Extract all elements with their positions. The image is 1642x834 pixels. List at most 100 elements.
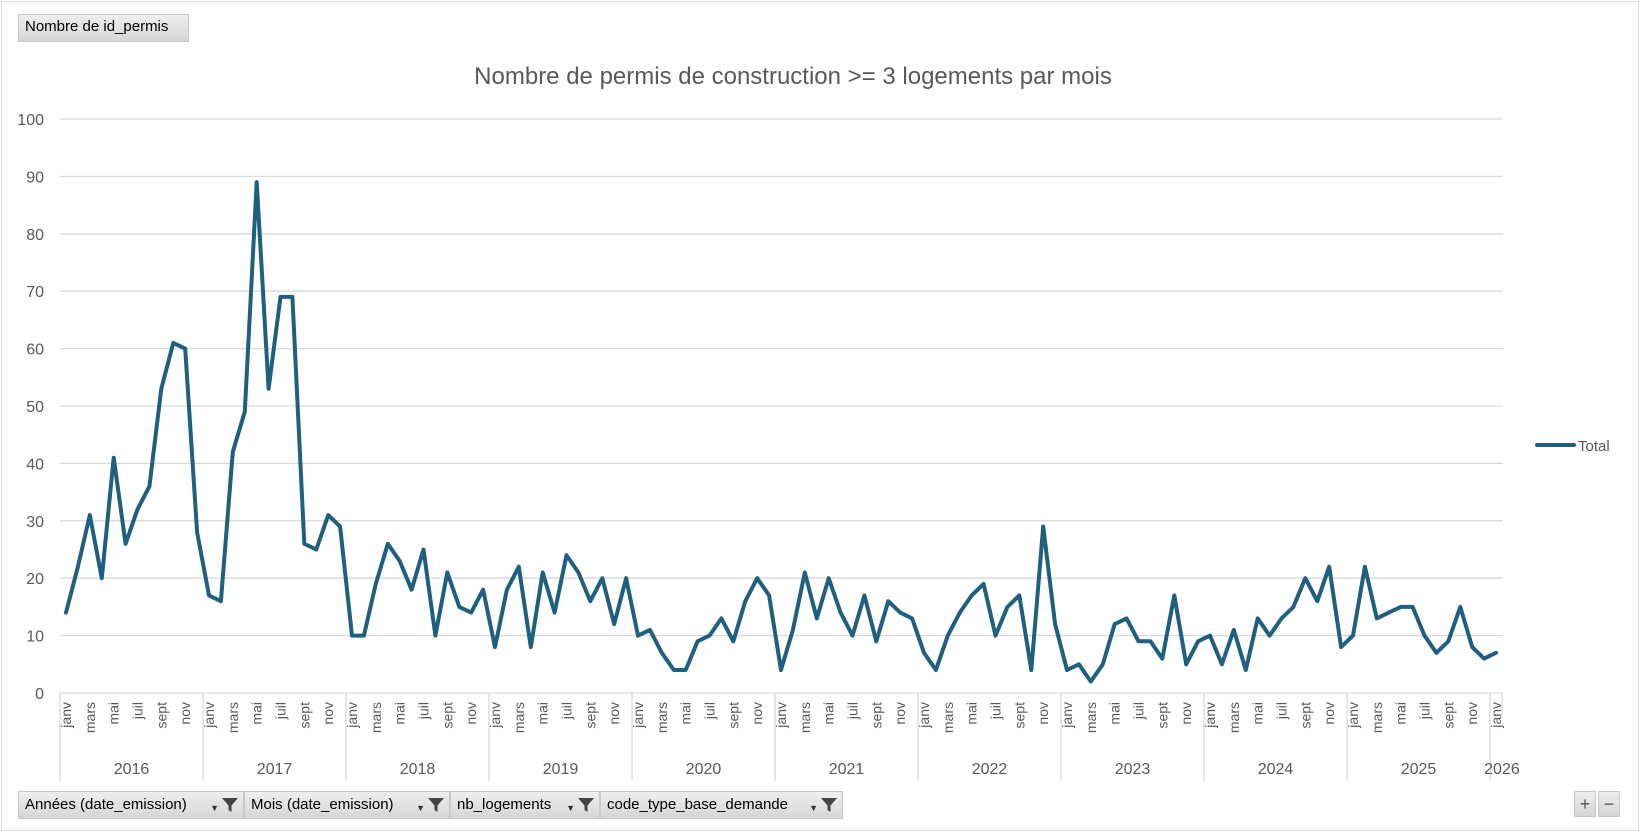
x-month-label: nov	[1321, 702, 1337, 725]
field-controls[interactable]: ▼	[809, 796, 838, 814]
data-point	[1184, 662, 1188, 666]
data-point	[338, 525, 342, 529]
data-point	[1375, 616, 1379, 620]
field-button-code-type[interactable]: code_type_base_demande ▼	[600, 791, 843, 819]
data-point	[1280, 616, 1283, 620]
x-month-label: mai	[392, 702, 408, 725]
x-month-label: juil	[845, 702, 861, 720]
x-year-label: 2016	[114, 761, 150, 778]
data-point	[243, 410, 247, 414]
data-point	[743, 599, 747, 603]
data-point	[1363, 565, 1367, 569]
data-point	[719, 616, 723, 620]
x-month-label: mai	[964, 702, 980, 725]
expand-button[interactable]: +	[1574, 791, 1596, 817]
data-point	[505, 588, 509, 592]
data-point	[1494, 651, 1498, 655]
field-controls[interactable]: ▼	[566, 796, 595, 814]
data-point	[970, 593, 974, 597]
data-point	[576, 570, 580, 574]
x-month-label: janv	[1202, 702, 1218, 729]
x-month-label: janv	[58, 702, 74, 729]
data-point	[386, 542, 390, 546]
data-point	[588, 599, 592, 603]
x-year-label: 2017	[257, 761, 293, 778]
y-tick-label: 70	[26, 284, 44, 301]
data-point	[1005, 605, 1009, 609]
x-month-label: nov	[463, 702, 479, 725]
x-month-label: mai	[678, 702, 694, 725]
data-point	[886, 599, 890, 603]
data-point	[696, 639, 700, 643]
data-point	[1387, 611, 1391, 615]
legend-label: Total	[1578, 438, 1610, 455]
field-controls[interactable]: ▼	[210, 796, 239, 814]
field-label: Mois (date_emission)	[251, 796, 394, 813]
x-month-label: nov	[606, 702, 622, 725]
data-point	[410, 588, 414, 592]
data-point	[708, 634, 711, 638]
gridlines	[60, 118, 1503, 694]
chevron-down-icon: ▼	[809, 803, 818, 813]
data-point	[1196, 639, 1200, 643]
data-point	[267, 387, 271, 391]
x-year-label: 2024	[1258, 761, 1294, 778]
x-month-label: juil	[130, 702, 146, 720]
x-month-label: nov	[892, 702, 908, 725]
data-point	[1160, 657, 1164, 661]
x-year-label: 2023	[1115, 761, 1151, 778]
data-point	[862, 593, 866, 597]
data-point	[767, 593, 771, 597]
data-point	[1244, 668, 1248, 672]
x-month-label: sept	[153, 702, 169, 729]
data-point	[803, 570, 807, 574]
value-field-button[interactable]: Nombre de id_permis	[18, 14, 189, 42]
data-point	[660, 651, 664, 655]
y-tick-label: 60	[26, 342, 44, 359]
data-point	[1458, 605, 1462, 609]
data-point	[1125, 616, 1129, 620]
x-month-label: janv	[487, 702, 503, 729]
field-button-nb-logements[interactable]: nb_logements ▼	[450, 791, 600, 819]
field-button-annees[interactable]: Années (date_emission) ▼	[18, 791, 244, 819]
chevron-down-icon: ▼	[566, 803, 575, 813]
x-month-label: juil	[416, 702, 432, 720]
data-point	[1256, 616, 1260, 620]
data-point	[600, 576, 604, 580]
data-point	[422, 548, 425, 551]
x-month-label: mars	[654, 702, 670, 733]
legend: Total	[1535, 438, 1610, 455]
filter-icon	[222, 798, 238, 812]
data-point	[1446, 639, 1450, 643]
data-point	[1041, 525, 1045, 529]
x-month-label: nov	[320, 702, 336, 725]
x-month-label: mai	[821, 702, 837, 725]
data-point	[946, 634, 950, 638]
data-point	[219, 599, 223, 603]
data-point	[279, 295, 282, 299]
collapse-button[interactable]: −	[1598, 791, 1620, 817]
x-month-label: nov	[1178, 702, 1194, 725]
data-point	[541, 570, 545, 574]
data-point	[1339, 645, 1343, 649]
field-controls[interactable]: ▼	[416, 796, 445, 814]
data-point	[779, 668, 783, 672]
data-point	[648, 628, 652, 632]
x-year-label: 2022	[972, 761, 1008, 778]
data-point	[922, 651, 926, 655]
x-year-label: 2026	[1484, 761, 1520, 778]
x-month-label: mai	[535, 702, 551, 725]
data-point	[1327, 565, 1331, 569]
data-point	[672, 668, 676, 672]
x-month-label: nov	[749, 702, 765, 725]
data-point	[1482, 657, 1486, 661]
data-point	[898, 611, 902, 615]
x-month-label: janv	[1059, 702, 1075, 729]
data-point	[314, 548, 318, 551]
data-point	[731, 639, 735, 643]
filter-icon	[578, 798, 594, 812]
x-month-label: mars	[797, 702, 813, 733]
data-point	[88, 513, 92, 517]
field-button-mois[interactable]: Mois (date_emission) ▼	[244, 791, 450, 819]
